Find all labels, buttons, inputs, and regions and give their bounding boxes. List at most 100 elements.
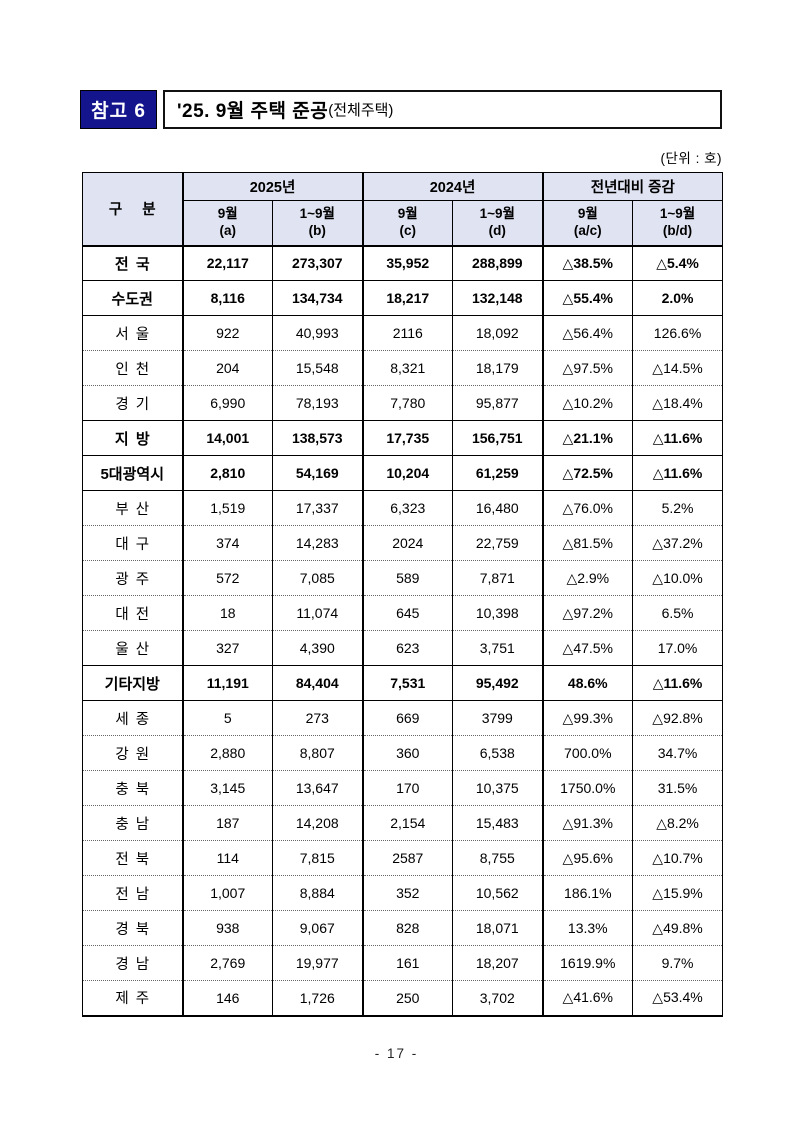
table-cell: 10,204 bbox=[362, 455, 454, 491]
table-cell: 161 bbox=[362, 945, 454, 981]
table-cell: 54,169 bbox=[271, 455, 364, 491]
table-row: 서 울 922 40,993 2116 18,092 △56.4% 126.6% bbox=[82, 315, 724, 351]
table-row: 광 주 572 7,085 589 7,871 △2.9% △10.0% bbox=[82, 560, 724, 596]
table-cell: 34.7% bbox=[632, 735, 724, 771]
row-label: 광 주 bbox=[82, 560, 184, 596]
table-cell: 572 bbox=[182, 560, 273, 596]
table-cell: △72.5% bbox=[542, 455, 634, 491]
table-cell: 288,899 bbox=[452, 245, 544, 281]
table-cell: 3799 bbox=[452, 700, 544, 736]
table-row: 수도권 8,116 134,734 18,217 132,148 △55.4% 2.0% bbox=[82, 280, 724, 316]
table-cell: 186.1% bbox=[542, 875, 634, 911]
table-row: 충 북 3,145 13,647 170 10,375 1750.0% 31.5% bbox=[82, 770, 724, 806]
table-cell: 84,404 bbox=[271, 665, 364, 701]
table-cell: 170 bbox=[362, 770, 454, 806]
table-cell: 22,117 bbox=[182, 245, 273, 281]
table-cell: 1,726 bbox=[271, 980, 364, 1016]
table-cell: △38.5% bbox=[542, 245, 634, 281]
table-cell: 146 bbox=[182, 980, 273, 1016]
table-cell: 114 bbox=[182, 840, 273, 876]
table-cell: 14,283 bbox=[271, 525, 364, 561]
table-row: 인 천 204 15,548 8,321 18,179 △97.5% △14.5% bbox=[82, 350, 724, 386]
table-cell: 132,148 bbox=[452, 280, 544, 316]
row-label: 서 울 bbox=[82, 315, 184, 351]
table-cell: △56.4% bbox=[542, 315, 634, 351]
column-header-gubun: 구 분 bbox=[82, 172, 184, 247]
table-cell: △49.8% bbox=[632, 910, 724, 946]
table-cell: △15.9% bbox=[632, 875, 724, 911]
row-label: 부 산 bbox=[82, 490, 184, 526]
table-cell: △11.6% bbox=[632, 420, 724, 456]
column-subheader: 9월 (a/c) bbox=[542, 200, 634, 247]
table-cell: 1,007 bbox=[182, 875, 273, 911]
table-cell: 7,815 bbox=[271, 840, 364, 876]
table-cell: 48.6% bbox=[542, 665, 634, 701]
column-subheader: 1~9월 (b/d) bbox=[632, 200, 724, 247]
table-cell: 61,259 bbox=[452, 455, 544, 491]
table-cell: △91.3% bbox=[542, 805, 634, 841]
row-label: 강 원 bbox=[82, 735, 184, 771]
table-cell: 18 bbox=[182, 595, 273, 631]
table-cell: △5.4% bbox=[632, 245, 724, 281]
row-label: 기타지방 bbox=[82, 665, 184, 701]
row-label: 울 산 bbox=[82, 630, 184, 666]
table-row: 대 전 18 11,074 645 10,398 △97.2% 6.5% bbox=[82, 595, 724, 631]
table-cell: 16,480 bbox=[452, 490, 544, 526]
row-label: 5대광역시 bbox=[82, 455, 184, 491]
table-cell: 18,217 bbox=[362, 280, 454, 316]
table-cell: 18,207 bbox=[452, 945, 544, 981]
table-cell: 5 bbox=[182, 700, 273, 736]
row-label: 수도권 bbox=[82, 280, 184, 316]
table-body: 전 국 22,117 273,307 35,952 288,899 △38.5% △5.4%… bbox=[82, 245, 724, 1016]
table-cell: 273,307 bbox=[271, 245, 364, 281]
table-cell: 2,769 bbox=[182, 945, 273, 981]
table-cell: △10.7% bbox=[632, 840, 724, 876]
table-cell: 273 bbox=[271, 700, 364, 736]
page-title-suffix: (전체주택) bbox=[328, 102, 394, 119]
table-row: 지 방 14,001 138,573 17,735 156,751 △21.1% △11.6… bbox=[82, 420, 724, 456]
table-row: 전 남 1,007 8,884 352 10,562 186.1% △15.9% bbox=[82, 875, 724, 911]
table-cell: 3,702 bbox=[452, 980, 544, 1016]
column-group-header: 2025년 bbox=[181, 172, 364, 201]
table-cell: △97.2% bbox=[542, 595, 634, 631]
table-cell: 3,751 bbox=[452, 630, 544, 666]
table-cell: 17.0% bbox=[632, 630, 724, 666]
table-cell: 15,483 bbox=[452, 805, 544, 841]
table-cell: 7,531 bbox=[362, 665, 454, 701]
table-cell: 1619.9% bbox=[542, 945, 634, 981]
table-cell: △14.5% bbox=[632, 350, 724, 386]
table-cell: 18,092 bbox=[452, 315, 544, 351]
table-row: 울 산 327 4,390 623 3,751 △47.5% 17.0% bbox=[82, 630, 724, 666]
table-cell: 2,880 bbox=[182, 735, 273, 771]
table-cell: 18,179 bbox=[452, 350, 544, 386]
title-box: '25. 9월 주택 준공 (전체주택) bbox=[163, 90, 722, 129]
table-cell: 8,884 bbox=[271, 875, 364, 911]
table-cell: 35,952 bbox=[362, 245, 454, 281]
table-cell: 126.6% bbox=[632, 315, 724, 351]
table-cell: 138,573 bbox=[271, 420, 364, 456]
table-cell: 8,116 bbox=[182, 280, 273, 316]
table-cell: 922 bbox=[182, 315, 273, 351]
table-row: 전 북 114 7,815 2587 8,755 △95.6% △10.7% bbox=[82, 840, 724, 876]
table-cell: 6.5% bbox=[632, 595, 724, 631]
table-row: 세 종 5 273 669 3799 △99.3% △92.8% bbox=[82, 700, 724, 736]
table-cell: 3,145 bbox=[182, 770, 273, 806]
table-cell: △41.6% bbox=[542, 980, 634, 1016]
table-cell: 360 bbox=[362, 735, 454, 771]
row-label: 충 북 bbox=[82, 770, 184, 806]
row-label: 인 천 bbox=[82, 350, 184, 386]
page-number: - 17 - bbox=[374, 1046, 419, 1061]
table-row: 강 원 2,880 8,807 360 6,538 700.0% 34.7% bbox=[82, 735, 724, 771]
table-row: 경 북 938 9,067 828 18,071 13.3% △49.8% bbox=[82, 910, 724, 946]
table-row: 부 산 1,519 17,337 6,323 16,480 △76.0% 5.2% bbox=[82, 490, 724, 526]
table-cell: 4,390 bbox=[271, 630, 364, 666]
table-cell: △21.1% bbox=[542, 420, 634, 456]
table-cell: 134,734 bbox=[271, 280, 364, 316]
table-cell: 8,807 bbox=[271, 735, 364, 771]
table-cell: △11.6% bbox=[632, 665, 724, 701]
housing-completion-table: 구 분 2025년 2024년 전년대비 증감 9월 (a) 1~9월 (b) 9월 (c) 1~… bbox=[82, 172, 724, 1017]
table-cell: 2,154 bbox=[362, 805, 454, 841]
table-cell: 9,067 bbox=[271, 910, 364, 946]
row-label: 충 남 bbox=[82, 805, 184, 841]
row-label: 세 종 bbox=[82, 700, 184, 736]
